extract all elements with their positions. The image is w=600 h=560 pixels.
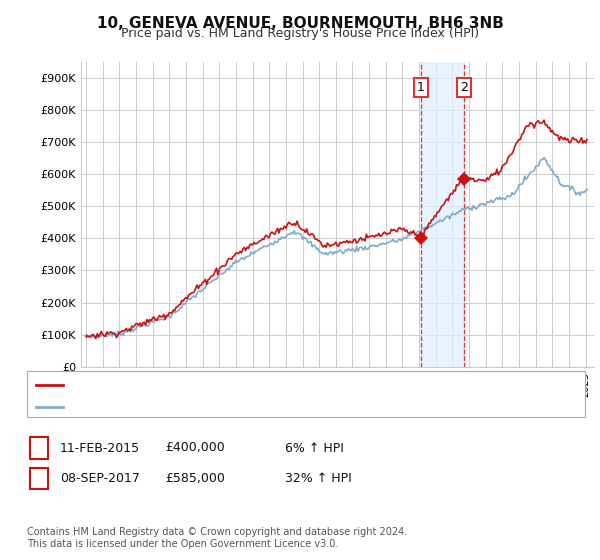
Text: 11-FEB-2015: 11-FEB-2015 <box>60 441 140 455</box>
Text: Contains HM Land Registry data © Crown copyright and database right 2024.
This d: Contains HM Land Registry data © Crown c… <box>27 527 407 549</box>
Text: 10, GENEVA AVENUE, BOURNEMOUTH, BH6 3NB (detached house): 10, GENEVA AVENUE, BOURNEMOUTH, BH6 3NB … <box>68 380 437 390</box>
Text: 6% ↑ HPI: 6% ↑ HPI <box>285 441 344 455</box>
Text: HPI: Average price, detached house, Bournemouth Christchurch and Poole: HPI: Average price, detached house, Bour… <box>68 402 482 412</box>
Text: 2: 2 <box>460 81 469 94</box>
Text: £585,000: £585,000 <box>165 472 225 486</box>
Bar <box>421 62 464 367</box>
Text: 32% ↑ HPI: 32% ↑ HPI <box>285 472 352 486</box>
Text: 1: 1 <box>417 81 425 94</box>
Text: £400,000: £400,000 <box>165 441 225 455</box>
Text: 2: 2 <box>35 472 43 486</box>
Text: 08-SEP-2017: 08-SEP-2017 <box>60 472 140 486</box>
Text: Price paid vs. HM Land Registry's House Price Index (HPI): Price paid vs. HM Land Registry's House … <box>121 27 479 40</box>
Text: 1: 1 <box>35 441 43 455</box>
Text: 10, GENEVA AVENUE, BOURNEMOUTH, BH6 3NB: 10, GENEVA AVENUE, BOURNEMOUTH, BH6 3NB <box>97 16 503 31</box>
